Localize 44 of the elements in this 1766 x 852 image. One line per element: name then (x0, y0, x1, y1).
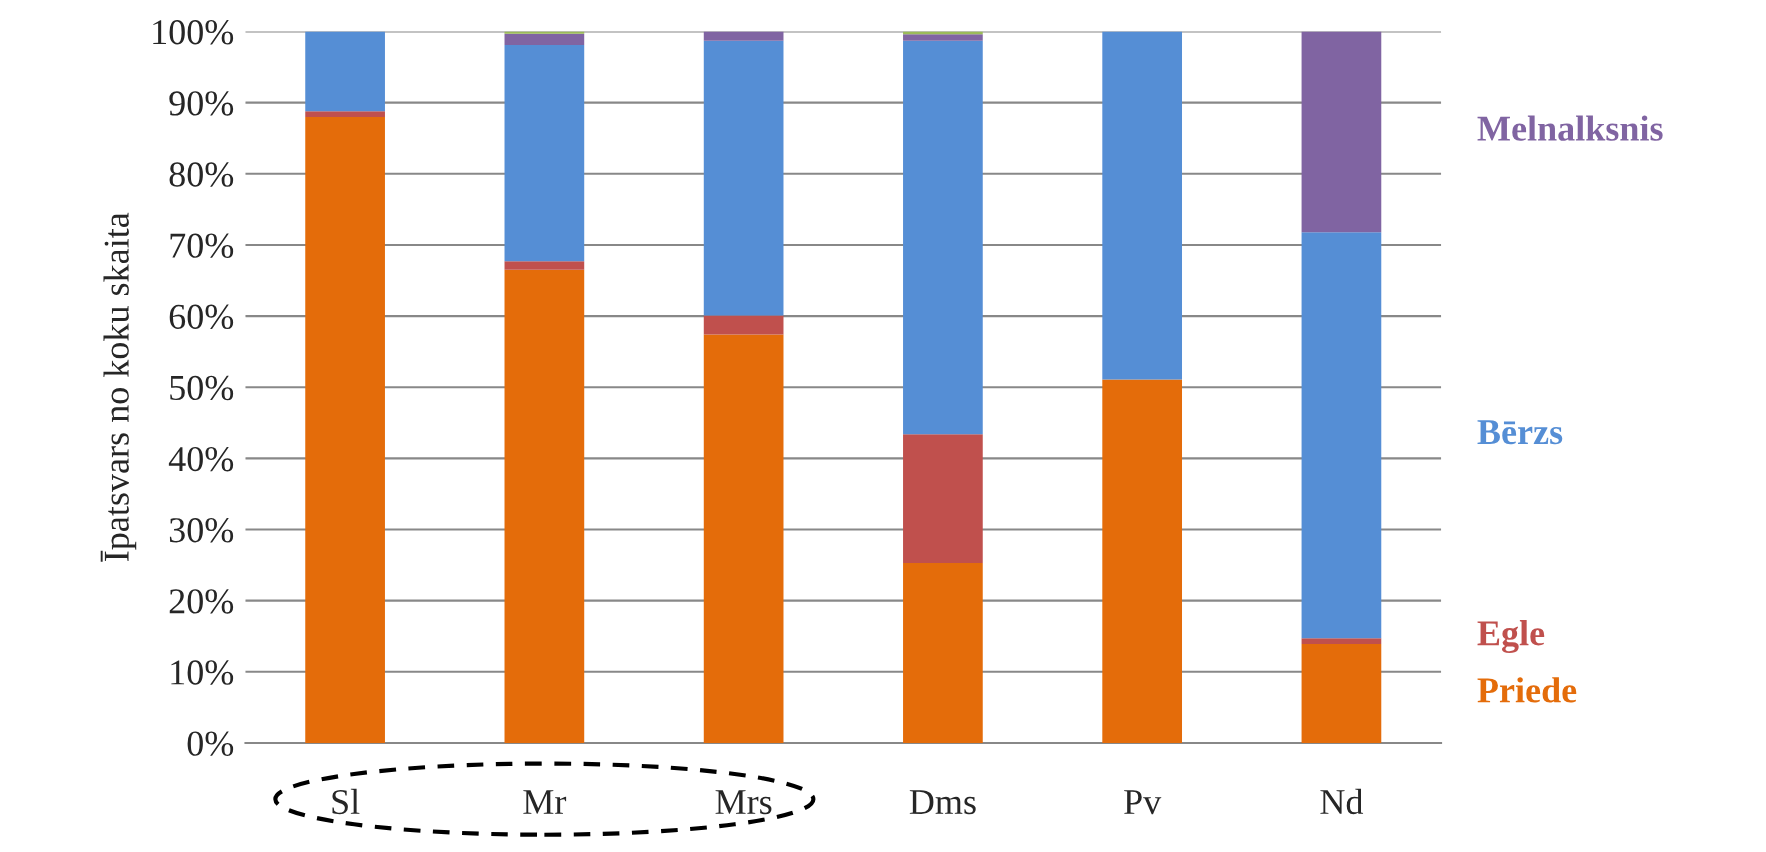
bar (305, 31, 385, 112)
bar (504, 31, 585, 34)
x-tick-label: Mrs (715, 790, 772, 815)
bar (1102, 31, 1183, 380)
bar (504, 33, 585, 46)
bar (903, 34, 983, 41)
y-tick-label: 50% (170, 375, 234, 401)
bar (703, 334, 784, 743)
bar (305, 111, 385, 117)
bar (504, 261, 585, 270)
text: Bērzs (1477, 420, 1563, 445)
x-tick-label: Nd (1320, 788, 1364, 815)
bar (703, 31, 784, 41)
y-tick-label: 30% (169, 518, 234, 543)
y-axis-title: Īpatsvars no koku skaita (100, 212, 137, 562)
x-tick-label: Mr (523, 790, 567, 814)
bar (903, 434, 983, 563)
bar (703, 315, 784, 335)
x-tick-label: Dms (909, 790, 976, 815)
bar (1102, 379, 1183, 743)
text: Melnalksnis (1477, 115, 1663, 141)
bar (504, 45, 585, 262)
y-tick-label: 70% (170, 233, 234, 258)
bar (1301, 232, 1382, 639)
bar (903, 40, 983, 435)
bar (504, 269, 585, 743)
text: Egle (1477, 620, 1545, 654)
y-tick-label: 90% (169, 91, 234, 116)
y-tick-label: 0% (187, 731, 234, 756)
bar (305, 116, 385, 743)
y-tick-label: 10% (171, 660, 234, 685)
x-tick-label: Pv (1124, 790, 1162, 815)
bar (1301, 31, 1382, 233)
y-tick-label: 80% (169, 162, 234, 187)
bar (903, 562, 983, 743)
bar (703, 40, 784, 316)
y-tick-label: 20% (169, 589, 234, 614)
y-tick-label: 60% (169, 304, 234, 330)
bar (1301, 638, 1382, 645)
y-tick-label: 100% (153, 20, 234, 45)
x-tick-label: Sl (332, 788, 360, 815)
text: Priede (1477, 677, 1577, 703)
y-tick-label: 40% (168, 446, 234, 472)
bar (1301, 644, 1382, 743)
